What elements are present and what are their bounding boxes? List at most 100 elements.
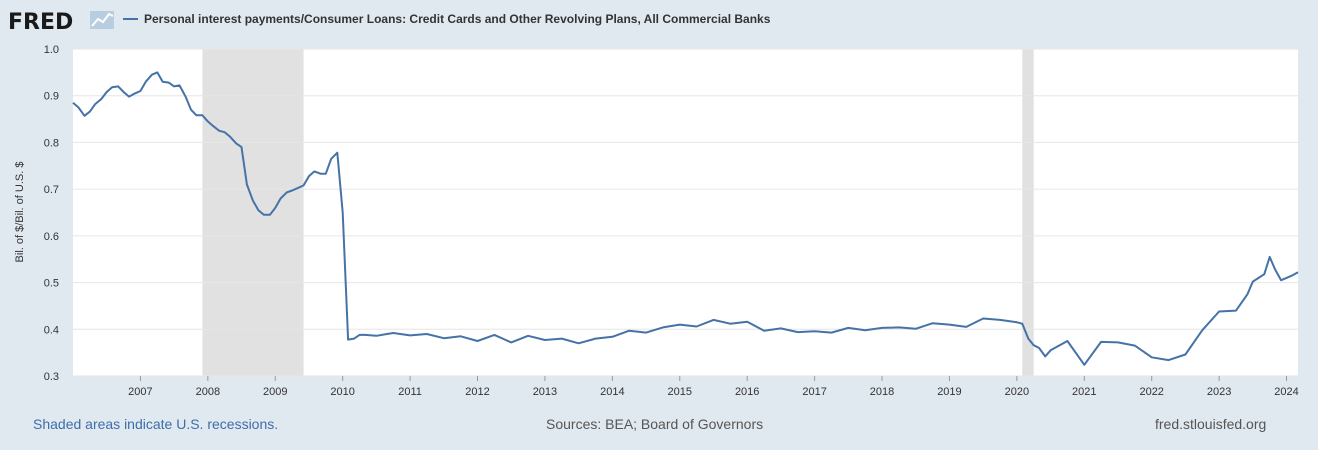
data-point (964, 324, 969, 329)
y-axis-title: Bil. of $/Bil. of U.S. $ (14, 162, 26, 263)
x-tick-label-2011: 2011 (398, 386, 422, 398)
fred-logo[interactable]: FRED (8, 10, 114, 35)
data-point (295, 186, 300, 191)
data-point (284, 190, 289, 195)
y-tick-label-0.4: 0.4 (44, 324, 59, 336)
data-point (177, 83, 182, 88)
gridlines (73, 48, 1298, 377)
data-point (1233, 308, 1238, 313)
x-tick-label-2013: 2013 (533, 386, 557, 398)
data-point (745, 319, 750, 324)
data-point (424, 331, 429, 336)
data-point (1020, 321, 1025, 326)
data-point (1031, 343, 1036, 348)
recession-band-1 (1022, 49, 1034, 376)
legend: Personal interest payments/Consumer Loan… (123, 12, 771, 26)
data-point (576, 341, 581, 346)
data-point (660, 325, 665, 330)
y-tick-label-1.0: 1.0 (44, 44, 59, 56)
series-line-0 (72, 71, 1299, 366)
x-tick-label-2023: 2023 (1207, 386, 1231, 398)
data-point (846, 325, 851, 330)
y-tick-label-0.9: 0.9 (44, 91, 59, 103)
data-point (1250, 279, 1255, 284)
data-point (211, 124, 216, 129)
data-point (76, 105, 81, 110)
data-point (273, 205, 278, 210)
data-point (458, 334, 463, 339)
data-point (762, 328, 767, 333)
data-point (239, 145, 244, 150)
data-point (104, 89, 109, 94)
data-point (812, 329, 817, 334)
data-point (1279, 278, 1284, 283)
data-point (183, 94, 188, 99)
data-point (374, 333, 379, 338)
data-point (1296, 270, 1301, 275)
x-tick-label-2015: 2015 (668, 386, 692, 398)
data-point (126, 94, 131, 99)
data-point (593, 336, 598, 341)
fred-logo-text: FRED (8, 10, 73, 35)
data-point (441, 336, 446, 341)
data-point (1149, 355, 1154, 360)
data-point (149, 72, 154, 77)
data-point (1099, 339, 1104, 344)
x-tick-label-2020: 2020 (1005, 386, 1029, 398)
data-point (200, 113, 205, 118)
data-point (610, 334, 615, 339)
data-point (346, 337, 351, 342)
data-point (795, 330, 800, 335)
x-tick-label-2017: 2017 (802, 386, 826, 398)
x-tick-label-2008: 2008 (196, 386, 220, 398)
data-point (1082, 362, 1087, 367)
x-tick-label-2018: 2018 (870, 386, 894, 398)
data-point (1014, 320, 1019, 325)
data-point (188, 107, 193, 112)
data-point (340, 210, 345, 215)
data-point (335, 150, 340, 155)
data-point (1200, 328, 1205, 333)
sources-text: Sources: BEA; Board of Governors (546, 416, 764, 432)
recession-note-link[interactable]: Shaded areas indicate U.S. recessions. (33, 416, 279, 432)
y-tick-label-0.7: 0.7 (44, 184, 59, 196)
data-point (155, 70, 160, 75)
data-point (234, 141, 239, 146)
data-point (1289, 273, 1294, 278)
y-tick-label-0.6: 0.6 (44, 231, 59, 243)
data-point (694, 324, 699, 329)
data-point (896, 325, 901, 330)
data-point (166, 80, 171, 85)
data-point (677, 322, 682, 327)
series-layer (72, 70, 1301, 367)
fred-url[interactable]: fred.stlouisfed.org (1155, 416, 1267, 432)
data-point (99, 96, 104, 101)
y-tick-label-0.3: 0.3 (44, 371, 59, 383)
x-tick-label-2012: 2012 (465, 386, 489, 398)
data-point (217, 128, 222, 133)
recession-bands (202, 49, 1034, 376)
data-point (194, 113, 199, 118)
data-point (408, 333, 413, 338)
data-point (82, 113, 87, 118)
data-point (172, 84, 177, 89)
data-point (728, 321, 733, 326)
data-point (1065, 338, 1070, 343)
y-axis: 0.3 0.4 0.5 0.6 0.7 0.8 0.9 1.0 (44, 44, 59, 383)
data-point (121, 89, 126, 94)
data-point (1115, 340, 1120, 345)
data-point (261, 212, 266, 217)
data-point (526, 333, 531, 338)
x-tick-label-2019: 2019 (937, 386, 961, 398)
data-point (301, 183, 306, 188)
data-point (116, 84, 121, 89)
data-point (1132, 343, 1137, 348)
data-point (329, 156, 334, 161)
data-point (244, 182, 249, 187)
data-point (133, 91, 138, 96)
x-tick-label-2014: 2014 (600, 386, 624, 398)
data-point (1037, 345, 1042, 350)
data-point (1183, 352, 1188, 357)
data-point (1026, 336, 1031, 341)
x-tick-label-2009: 2009 (263, 386, 287, 398)
